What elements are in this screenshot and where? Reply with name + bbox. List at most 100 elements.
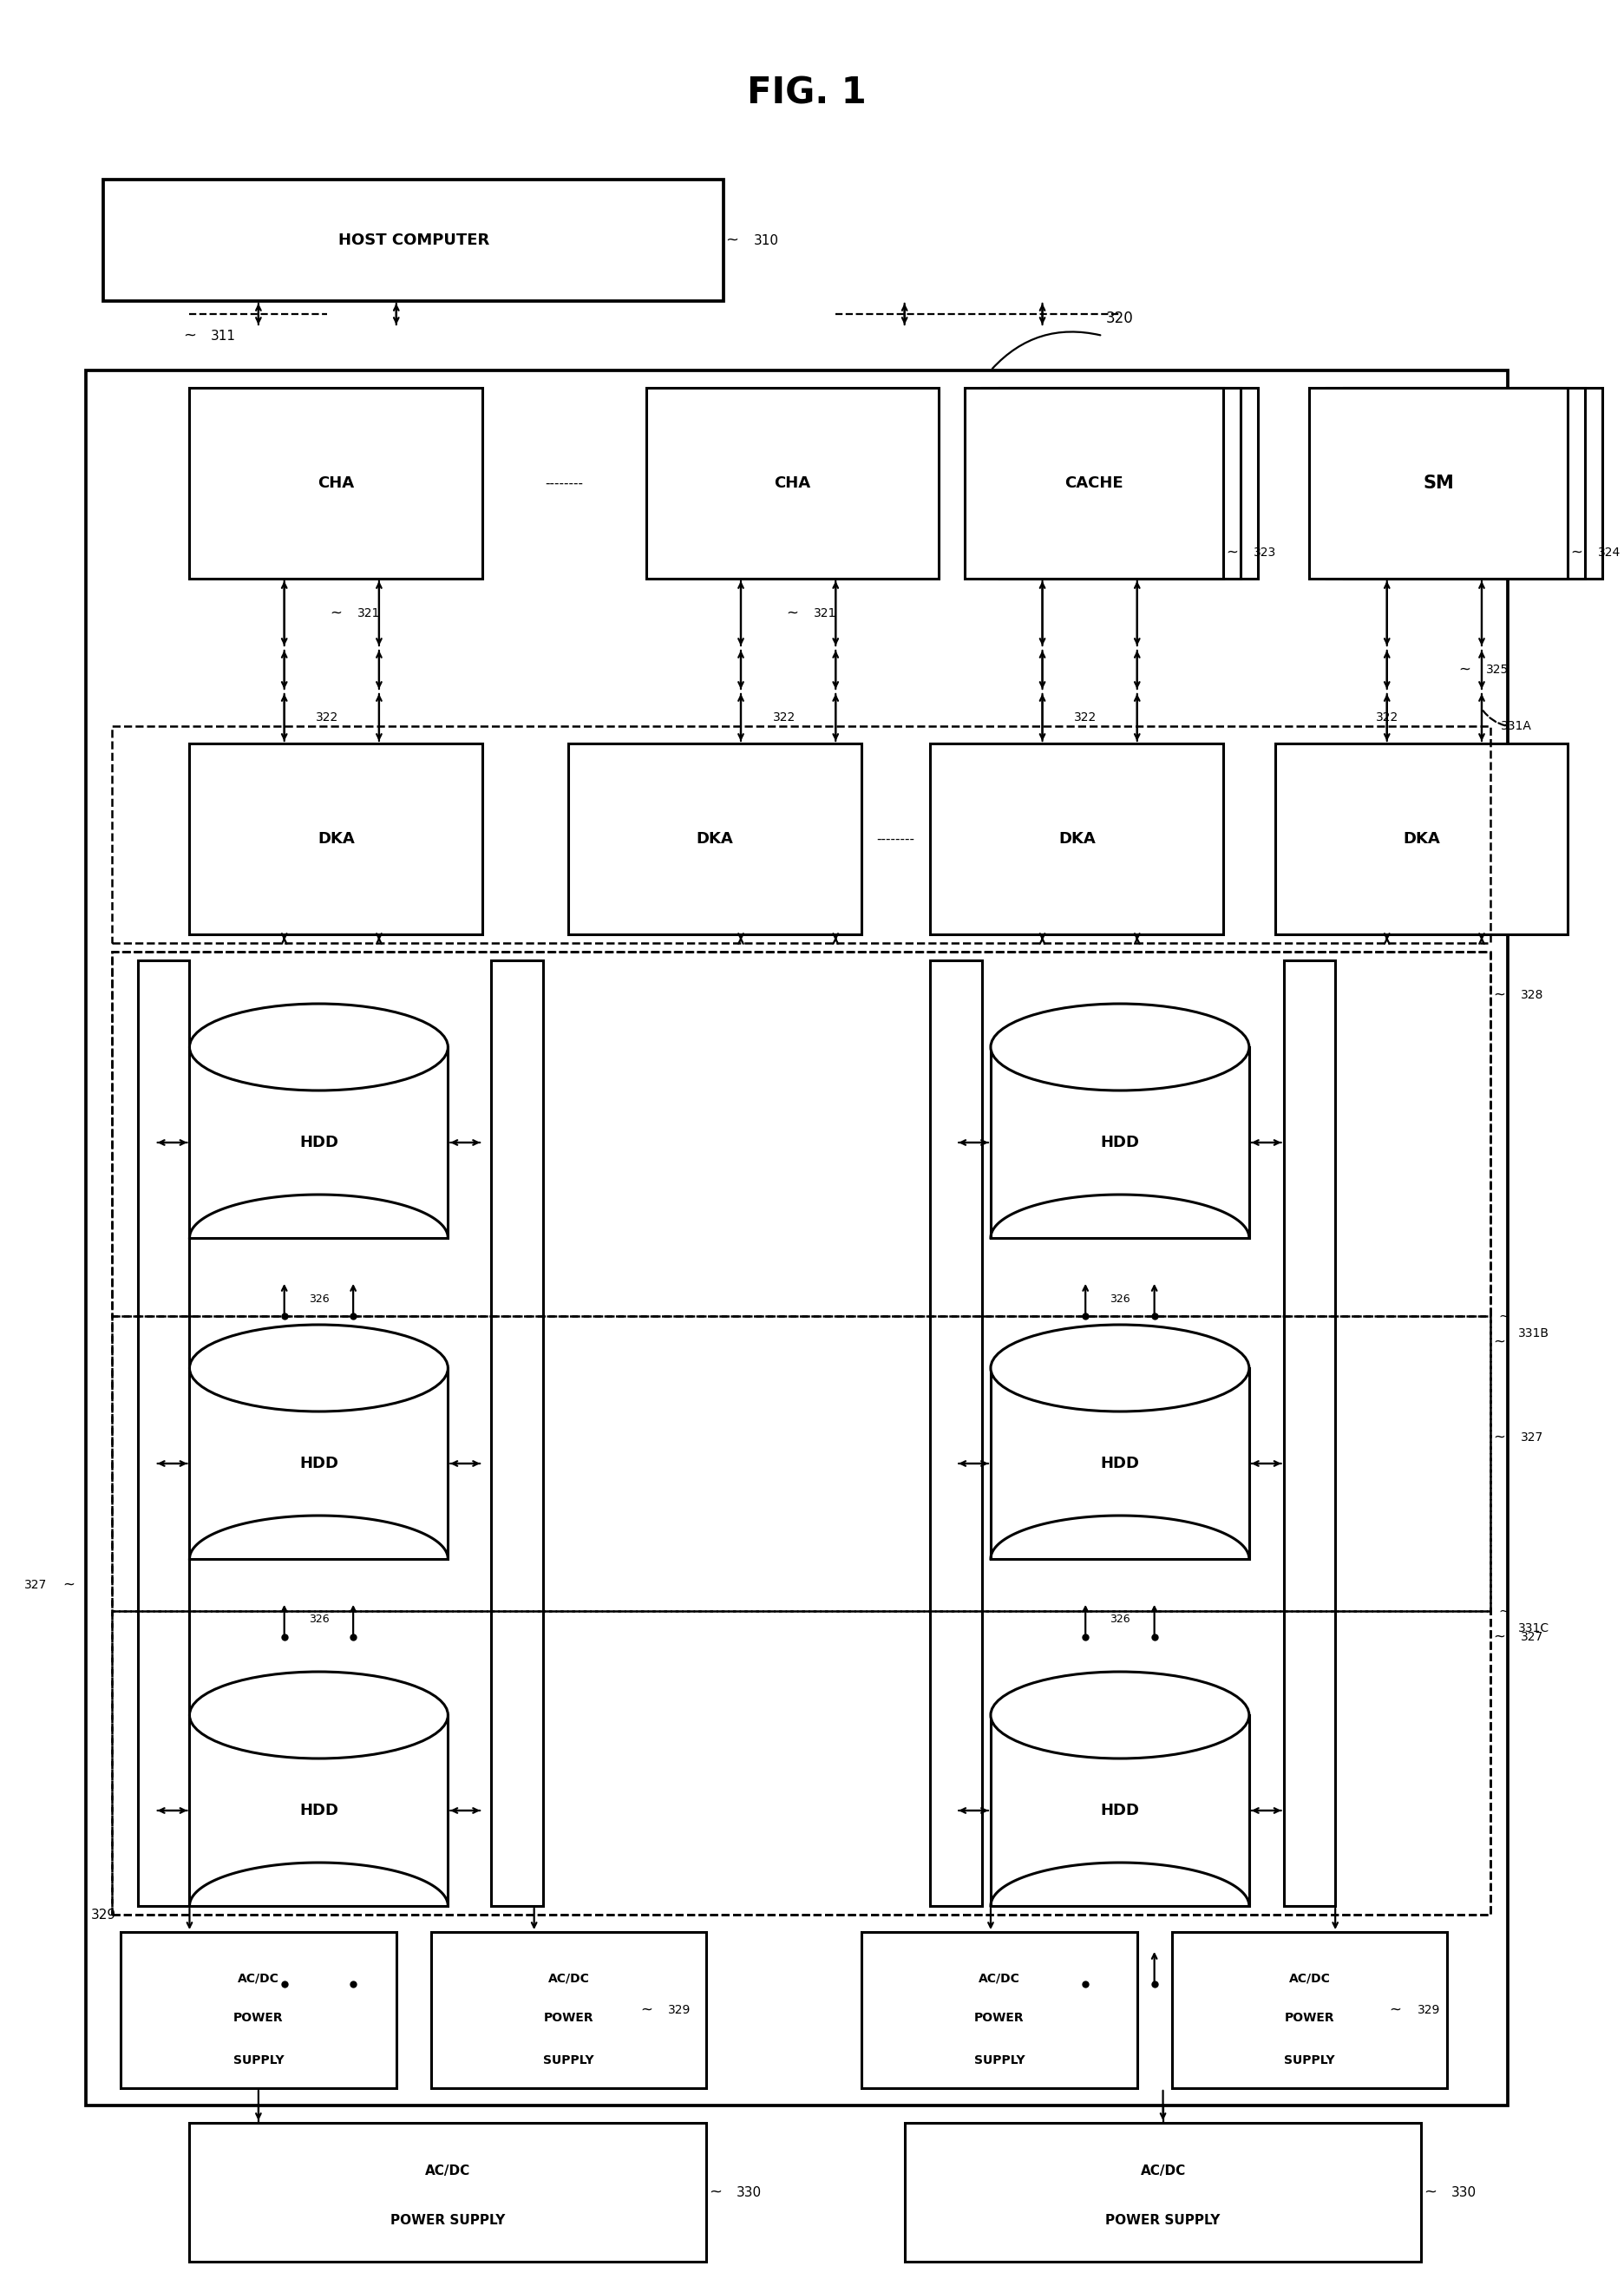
Text: ~: ~	[640, 2003, 653, 2017]
Text: POWER SUPPLY: POWER SUPPLY	[390, 2213, 505, 2227]
Text: ~: ~	[1390, 2003, 1402, 2017]
FancyBboxPatch shape	[190, 1367, 448, 1559]
Ellipse shape	[190, 1673, 448, 1759]
Text: 330: 330	[737, 2186, 762, 2199]
Text: 322: 322	[773, 711, 796, 722]
FancyBboxPatch shape	[999, 387, 1257, 579]
FancyBboxPatch shape	[991, 1716, 1249, 1905]
Text: ~: ~	[184, 328, 197, 344]
Text: ~: ~	[786, 606, 799, 622]
Text: 311: 311	[211, 328, 235, 342]
FancyBboxPatch shape	[568, 743, 861, 934]
Ellipse shape	[991, 1003, 1249, 1089]
Text: 327: 327	[1520, 1632, 1543, 1643]
Text: ~: ~	[1492, 1429, 1505, 1445]
FancyBboxPatch shape	[991, 1046, 1249, 1237]
Text: --------: --------	[877, 832, 914, 846]
Text: POWER: POWER	[1285, 2012, 1335, 2024]
Text: ~: ~	[1492, 1629, 1505, 1645]
FancyBboxPatch shape	[120, 1933, 396, 2088]
Text: 322: 322	[1073, 711, 1096, 722]
FancyBboxPatch shape	[931, 959, 983, 1905]
Text: 321: 321	[357, 606, 380, 620]
FancyBboxPatch shape	[1275, 743, 1567, 934]
FancyBboxPatch shape	[991, 1367, 1249, 1559]
Text: 310: 310	[754, 235, 780, 246]
FancyBboxPatch shape	[190, 1046, 448, 1237]
FancyBboxPatch shape	[430, 1933, 706, 2088]
Text: DKA: DKA	[1403, 832, 1440, 848]
Text: DKA: DKA	[697, 832, 734, 848]
Text: ~: ~	[1492, 987, 1505, 1003]
Ellipse shape	[190, 1003, 448, 1089]
Text: HDD: HDD	[299, 1803, 338, 1819]
FancyBboxPatch shape	[965, 387, 1223, 579]
Text: HDD: HDD	[1101, 1135, 1140, 1151]
FancyBboxPatch shape	[1171, 1933, 1447, 2088]
Text: AC/DC: AC/DC	[1140, 2165, 1186, 2179]
Text: ~: ~	[1458, 661, 1471, 677]
Text: 326: 326	[1109, 1614, 1130, 1625]
Text: DKA: DKA	[317, 832, 354, 848]
Text: HDD: HDD	[1101, 1456, 1140, 1472]
Text: ~: ~	[1570, 545, 1582, 561]
Text: 331B: 331B	[1518, 1326, 1549, 1340]
Text: 326: 326	[309, 1960, 330, 1971]
Text: 326: 326	[1109, 1292, 1130, 1304]
FancyBboxPatch shape	[190, 2122, 706, 2261]
Text: CACHE: CACHE	[1065, 476, 1124, 490]
Text: 327: 327	[24, 1579, 47, 1591]
Text: AC/DC: AC/DC	[1289, 1974, 1330, 1985]
Text: AC/DC: AC/DC	[547, 1974, 590, 1985]
FancyBboxPatch shape	[1283, 959, 1335, 1905]
FancyBboxPatch shape	[190, 1716, 448, 1905]
Text: 329: 329	[667, 2003, 690, 2017]
Text: CHA: CHA	[775, 476, 810, 490]
Text: HDD: HDD	[299, 1135, 338, 1151]
Text: SUPPLY: SUPPLY	[974, 2053, 1025, 2067]
FancyBboxPatch shape	[190, 387, 482, 579]
Text: ~: ~	[1424, 2186, 1437, 2199]
FancyBboxPatch shape	[905, 2122, 1421, 2261]
Text: ~: ~	[1499, 1604, 1510, 1618]
Text: HDD: HDD	[1101, 1803, 1140, 1819]
Text: ~: ~	[708, 2186, 721, 2199]
Text: POWER: POWER	[234, 2012, 284, 2024]
Ellipse shape	[190, 1324, 448, 1411]
Text: DKA: DKA	[1059, 832, 1095, 848]
FancyBboxPatch shape	[86, 371, 1507, 2106]
FancyBboxPatch shape	[1327, 387, 1585, 579]
Text: 325: 325	[1486, 663, 1509, 677]
FancyBboxPatch shape	[190, 743, 482, 934]
FancyBboxPatch shape	[138, 959, 190, 1905]
Text: AC/DC: AC/DC	[425, 2165, 471, 2179]
Text: 327: 327	[1520, 1431, 1543, 1443]
Text: AC/DC: AC/DC	[979, 1974, 1020, 1985]
Text: 323: 323	[1254, 547, 1276, 558]
Text: 326: 326	[309, 1614, 330, 1625]
FancyBboxPatch shape	[1309, 387, 1567, 579]
Text: FIG. 1: FIG. 1	[747, 75, 866, 112]
Text: 328: 328	[1520, 989, 1543, 1000]
Text: SUPPLY: SUPPLY	[542, 2053, 594, 2067]
Text: --------: --------	[546, 476, 583, 490]
Text: SUPPLY: SUPPLY	[232, 2053, 284, 2067]
Text: SUPPLY: SUPPLY	[1285, 2053, 1335, 2067]
Text: HOST COMPUTER: HOST COMPUTER	[338, 232, 489, 248]
Text: 331C: 331C	[1518, 1623, 1549, 1634]
Text: HDD: HDD	[299, 1456, 338, 1472]
FancyBboxPatch shape	[861, 1933, 1137, 2088]
Text: POWER: POWER	[974, 2012, 1025, 2024]
Text: ~: ~	[1492, 1333, 1505, 1349]
Text: 322: 322	[317, 711, 339, 722]
Text: 330: 330	[1452, 2186, 1476, 2199]
Text: AC/DC: AC/DC	[237, 1974, 279, 1985]
Text: ~: ~	[1226, 545, 1237, 561]
Text: POWER: POWER	[544, 2012, 593, 2024]
Text: ~: ~	[726, 232, 739, 248]
Text: SM: SM	[1423, 474, 1453, 492]
Text: 329: 329	[91, 1908, 115, 1921]
Text: ~: ~	[330, 606, 343, 622]
FancyBboxPatch shape	[490, 959, 542, 1905]
FancyBboxPatch shape	[104, 180, 724, 301]
